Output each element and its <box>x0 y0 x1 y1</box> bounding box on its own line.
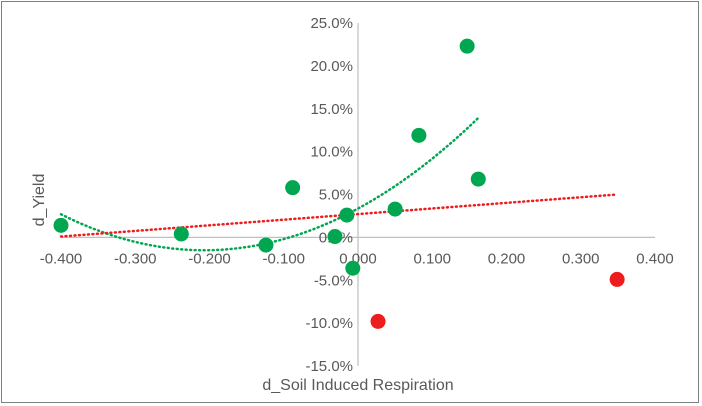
x-tick-label: -0.300 <box>114 250 157 267</box>
x-tick-label: 0.200 <box>488 250 526 267</box>
data-point-series-0 <box>285 180 301 196</box>
y-axis-title: d_Yield <box>31 174 48 227</box>
data-point-series-0 <box>258 237 274 253</box>
data-point-series-1 <box>609 271 625 287</box>
data-point-series-1 <box>370 313 386 329</box>
x-tick-label: 0.300 <box>562 250 600 267</box>
data-point-series-0 <box>411 127 427 143</box>
trendline-1 <box>59 193 619 238</box>
x-tick-label: -0.400 <box>40 250 83 267</box>
data-point-series-0 <box>339 207 355 223</box>
y-tick-label: -5.0% <box>314 272 353 289</box>
x-tick-label: -0.200 <box>188 250 231 267</box>
y-tick-label: -15.0% <box>305 358 353 375</box>
x-tick-label: -0.100 <box>262 250 305 267</box>
data-point-series-0 <box>173 226 189 242</box>
y-tick-label: -10.0% <box>305 315 353 332</box>
data-point-series-0 <box>53 217 69 233</box>
data-point-series-0 <box>387 201 403 217</box>
x-tick-label: 0.100 <box>413 250 451 267</box>
data-point-series-0 <box>327 229 343 245</box>
data-point-series-0 <box>470 171 486 187</box>
data-point-series-0 <box>459 38 475 54</box>
data-point-series-0 <box>345 260 361 276</box>
y-tick-label: 10.0% <box>310 144 353 161</box>
x-axis-title: d_Soil Induced Respiration <box>262 377 453 394</box>
y-tick-label: 15.0% <box>310 101 353 118</box>
y-tick-label: 20.0% <box>310 58 353 75</box>
x-tick-label: 0.400 <box>636 250 674 267</box>
y-tick-label: 5.0% <box>319 187 353 204</box>
y-tick-label: 25.0% <box>310 15 353 32</box>
